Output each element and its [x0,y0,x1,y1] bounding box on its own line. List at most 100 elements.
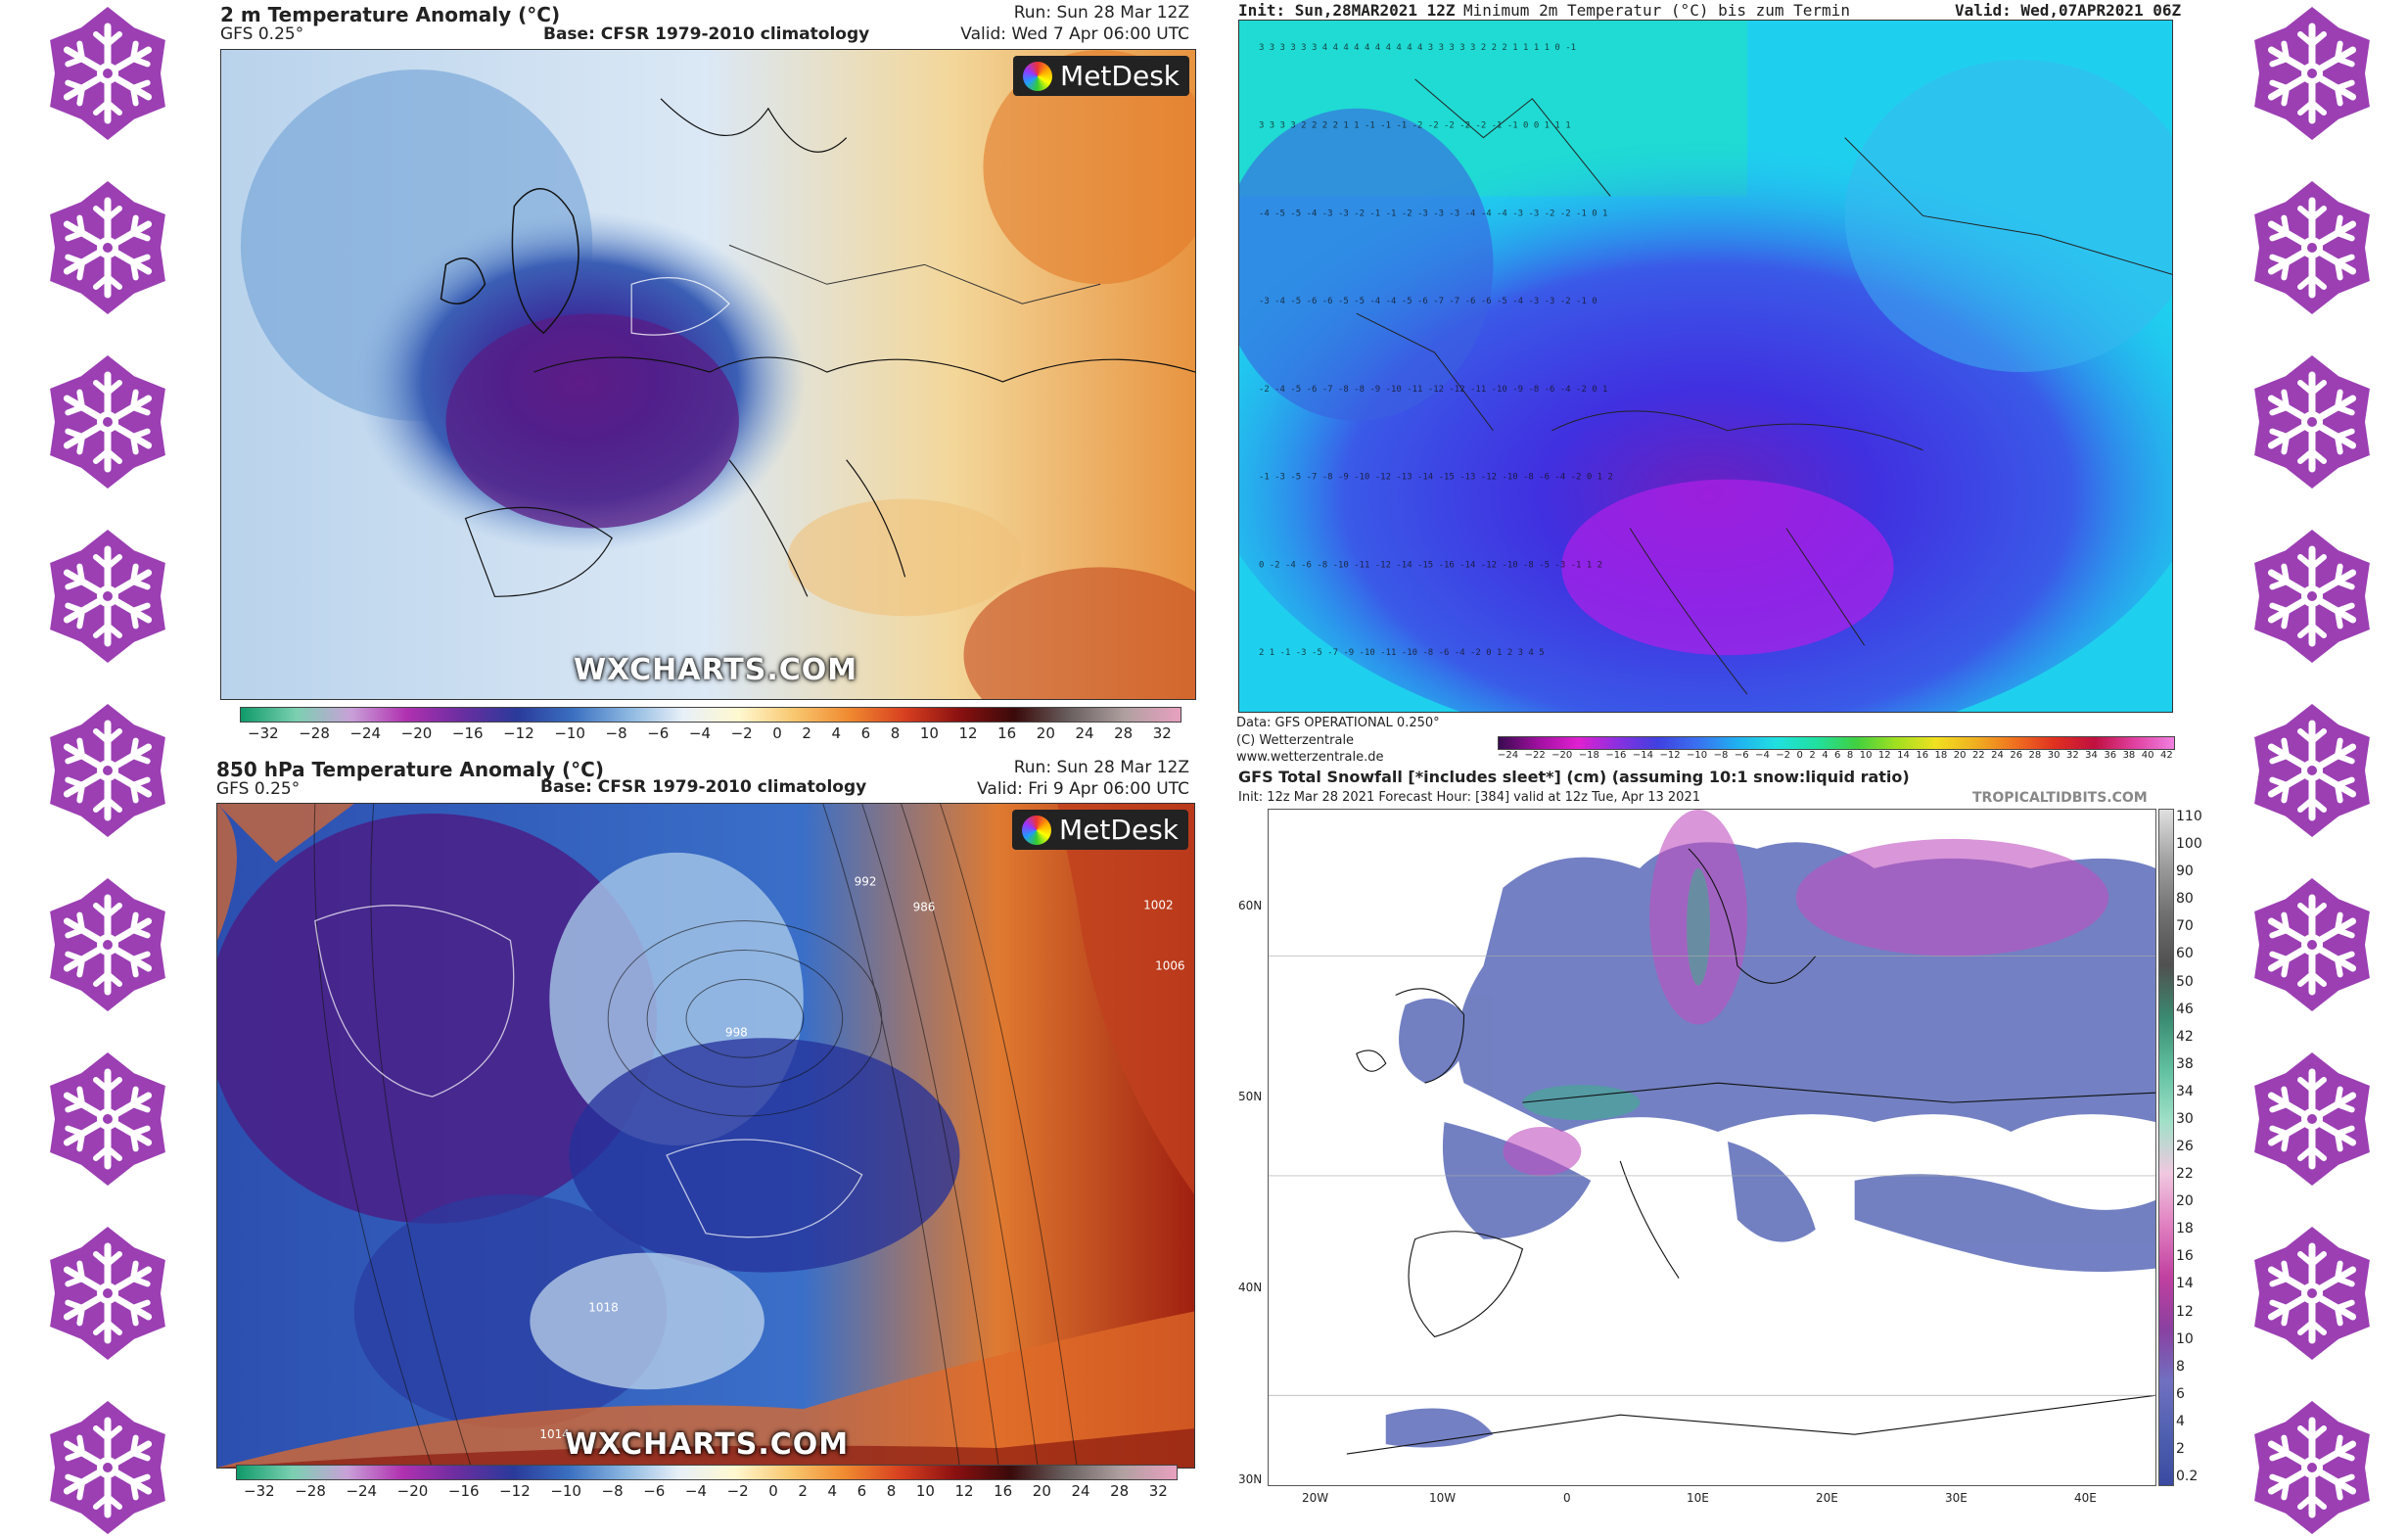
base-label: Base: CFSR 1979-2010 climatology [540,777,867,797]
minimum-temperature-map: 3 3 3 3 3 3 4 4 4 4 4 4 4 4 4 4 3 3 3 3 … [1238,20,2173,713]
colorbar-tick: 22 [1971,750,1985,761]
colorbar-tick: 10 [915,1482,935,1500]
snowflake-icon [39,353,176,490]
metdesk-logo: MetDesk [1012,810,1188,850]
isobar-label: 1002 [1143,899,1173,912]
snowfall-scale-tick: 70 [2176,918,2194,935]
isobar-label: 992 [855,875,877,889]
snowflake-icon [2244,876,2381,1013]
snowfall-scale-tick: 80 [2176,891,2194,908]
snowfall-scale-tick: 6 [2176,1385,2185,1402]
init-label: Init: 12z Mar 28 2021 Forecast Hour: [38… [1238,790,1700,805]
colorbar-tick: 10 [919,724,939,742]
snowflake-icon [39,179,176,316]
colorbar-tick: 24 [1071,1482,1090,1500]
colorbar-tick: 4 [1822,750,1829,761]
snowfall-scale-tick: 4 [2176,1413,2185,1429]
snowfall-map [1268,809,2156,1486]
snowflake-icon [39,1399,176,1536]
copyright-label: (C) Wetterzentrale [1236,732,1355,748]
snowflake-icon [2244,702,2381,839]
snowfall-scale-tick: 100 [2176,836,2202,853]
colorbar-tick: −2 [726,1482,749,1500]
colorbar-tick: −28 [299,724,330,742]
run-label: Run: Sun 28 Mar 12Z [1013,758,1189,777]
snowflake-icon [39,702,176,839]
isobar-label: 998 [725,1025,748,1039]
snowfall-scale-tick: 2 [2176,1440,2185,1457]
valid-label: Valid: Wed 7 Apr 06:00 UTC [960,24,1189,44]
isobar-label: 1018 [588,1300,618,1314]
snowfall-scale-tick: 20 [2176,1193,2194,1210]
svg-text:-2 -4 -5 -6 -7 -8 -8 -9 -10 -1: -2 -4 -5 -6 -7 -8 -8 -9 -10 -11 -12 -12 … [1259,385,1608,395]
snowflake-icon [39,5,176,142]
colorbar-tick: 26 [2010,750,2023,761]
lon-label: 40E [2074,1491,2097,1505]
colorbar-tick: −10 [1687,750,1708,761]
snowfall-scale-tick: 16 [2176,1248,2194,1265]
run-label: Run: Sun 28 Mar 12Z [1013,3,1189,23]
snowflake-icon [2244,5,2381,142]
colorbar-tick: 4 [827,1482,838,1500]
colorbar-tick: 42 [2159,750,2173,761]
snowfall-scale-tick: 18 [2176,1221,2194,1237]
lon-label: 10W [1429,1491,1457,1505]
snowfall-scale-tick: 110 [2176,809,2202,824]
colorbar-tick: 10 [1859,750,1873,761]
snowfall-scale-tick: 10 [2176,1330,2194,1347]
colorbar-ticks: −32 −28 −24 −20 −16 −12 −10 −8 −6 −4 −2 0 2 4 6 8 10 12 16… [244,1482,1168,1500]
snowfall-scale-labels: 110 100 90 80 70 60 50 46 42 38 34 30 26 22 20 18 16 14 12… [2176,809,2225,1484]
colorbar-tick: 28 [1114,724,1134,742]
colorbar-tick: −24 [346,1482,378,1500]
snowfall-scale-tick: 38 [2176,1055,2194,1072]
colorbar-tick: 32 [1148,1482,1168,1500]
colorbar-tick: −16 [451,724,484,742]
colorbar-tick: −6 [643,1482,666,1500]
colorbar-tick: −12 [499,1482,531,1500]
colorbar-tick: 38 [2122,750,2136,761]
valid-label: Valid: Fri 9 Apr 06:00 UTC [977,779,1189,799]
colorbar-tick: 32 [1152,724,1172,742]
snowfall-scale-tick: 26 [2176,1139,2194,1154]
colorbar-tick: 6 [857,1482,867,1500]
snowflake-icon [2244,1225,2381,1362]
colorbar-tick: 16 [997,724,1017,742]
colorbar-tick: 34 [2085,750,2098,761]
lat-label: 60N [1238,899,1263,912]
svg-text:2 1 -1 -3 -5 -7 -9 -10 -11 -10: 2 1 -1 -3 -5 -7 -9 -10 -11 -10 -8 -6 -4 … [1259,648,1545,658]
colorbar-tick: −20 [396,1482,429,1500]
lon-label: 30E [1945,1491,1968,1505]
colorbar-tick: 18 [1934,750,1948,761]
snowfall-scale-tick: 42 [2176,1028,2194,1045]
lon-label: 10E [1687,1491,1709,1505]
colorbar-tick: 20 [1032,1482,1051,1500]
snowflake-icon [2244,353,2381,490]
isobar-label: 986 [913,901,936,914]
colorbar-tick: −16 [1605,750,1627,761]
colorbar-tick: 8 [1846,750,1854,761]
panel-2m-temperature-anomaly: 2 m Temperature Anomaly (°C) GFS 0.25° B… [210,0,1199,746]
colorbar-tick: 16 [994,1482,1013,1500]
snowfall-scale-tick: 0.2 [2176,1469,2199,1484]
snowfall-scale-tick: 46 [2176,1001,2194,1017]
lat-label: 50N [1238,1090,1263,1103]
snowflake-icon [2244,1399,2381,1536]
colorbar [236,1465,1178,1480]
colorbar-tick: 30 [2047,750,2061,761]
panel-title: GFS Total Snowfall [*includes sleet*] (c… [1238,768,1910,786]
svg-text:3 3 3 3 2 2 2 2 1 1 -1 -1 -1 -: 3 3 3 3 2 2 2 2 1 1 -1 -1 -1 -2 -2 -2 -2… [1259,121,1571,131]
lat-label: 30N [1238,1472,1263,1486]
colorbar-tick: −12 [503,724,534,742]
colorbar-tick: −8 [1713,750,1729,761]
colorbar-tick: −2 [730,724,753,742]
colorbar-tick: 8 [890,724,901,742]
snowfall-scale-tick: 8 [2176,1358,2185,1375]
svg-text:-4 -5 -5 -4 -3 -3 -2 -1 -1 -2: -4 -5 -5 -4 -3 -3 -2 -1 -1 -2 -3 -3 -3 -… [1259,209,1608,218]
snowfall-scale-tick: 12 [2176,1303,2194,1320]
colorbar-tick: −4 [688,724,712,742]
colorbar-tick: −24 [1498,750,1519,761]
colorbar-tick: −18 [1578,750,1599,761]
colorbar-tick: 2 [798,1482,808,1500]
colorbar-tick: 16 [1916,750,1929,761]
model-label: GFS 0.25° [216,779,301,799]
